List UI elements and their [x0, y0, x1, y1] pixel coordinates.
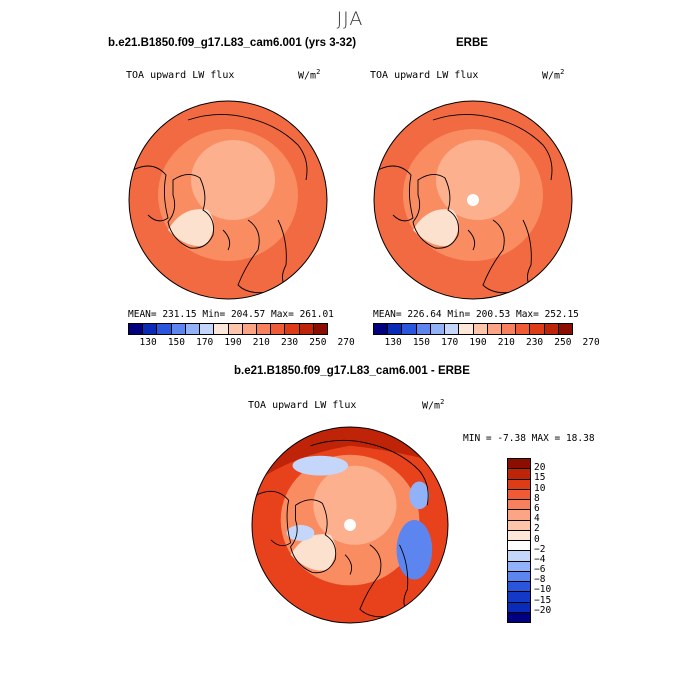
colorbar-tick-label: −6: [534, 564, 546, 576]
colorbar-swatch: [171, 324, 186, 334]
colorbar-tick-label: 10: [534, 482, 546, 494]
colorbar-swatch: [487, 324, 502, 334]
colorbar-swatch: [508, 489, 530, 500]
panel-1-colorbar-ticks: 130 150 170 190 210 230 250 270: [128, 337, 355, 349]
colorbar-tick-label: 270: [582, 337, 600, 348]
colorbar-swatch: [516, 324, 531, 334]
colorbar-swatch: [530, 324, 545, 334]
colorbar-tick-label: 230: [525, 337, 544, 348]
panel-2-colorbar: [373, 323, 573, 335]
colorbar-tick-label: 2: [534, 523, 540, 535]
colorbar-swatch: [285, 324, 300, 334]
colorbar-tick-label: −20: [534, 604, 552, 616]
colorbar-tick-label: 230: [280, 337, 299, 348]
colorbar-swatch: [508, 541, 530, 552]
colorbar-tick-label: 190: [224, 337, 242, 348]
colorbar-swatch: [299, 324, 314, 334]
colorbar-swatch: [157, 324, 172, 334]
colorbar-swatch: [508, 530, 530, 541]
colorbar-swatch: [508, 500, 530, 511]
colorbar-tick-label: 0: [534, 533, 540, 545]
panel-2-colorbar-ticks: 130 150 170 190 210 230 250 270: [373, 337, 600, 349]
panel-2-map: [373, 100, 573, 300]
colorbar-tick-label: 8: [534, 492, 540, 504]
colorbar-swatch: [256, 324, 272, 334]
colorbar-tick-label: −10: [534, 584, 552, 596]
panel-1-stats: MEAN= 231.15 Min= 204.57 Max= 261.01: [128, 309, 334, 320]
colorbar-swatch: [129, 324, 144, 334]
colorbar-tick-label: 130: [139, 337, 157, 348]
colorbar-tick-label: 170: [196, 337, 214, 348]
panel-3-colorbar-ticks: 20 15 10 8 6 4 2 0 −2 −4 −6 −8 −10 −15 −20: [534, 458, 574, 621]
panel-1-units: W/m2: [298, 68, 321, 82]
colorbar-swatch: [508, 469, 530, 480]
colorbar-swatch: [508, 612, 530, 622]
colorbar-tick-label: −4: [534, 553, 546, 565]
colorbar-swatch: [544, 324, 559, 334]
colorbar-swatch: [508, 459, 530, 470]
colorbar-swatch: [416, 324, 431, 334]
panel-3-map: [251, 426, 449, 624]
colorbar-swatch: [185, 324, 201, 334]
colorbar-swatch: [271, 324, 286, 334]
colorbar-tick-label: 4: [534, 513, 540, 525]
colorbar-swatch: [200, 324, 215, 334]
panel-1-title: b.e21.B1850.f09_g17.L83_cam6.001 (yrs 3-…: [108, 37, 357, 49]
colorbar-tick-label: 210: [497, 337, 515, 348]
colorbar-swatch: [508, 510, 530, 521]
colorbar-tick-label: −2: [534, 543, 546, 555]
colorbar-swatch: [214, 324, 229, 334]
colorbar-tick-label: 210: [252, 337, 270, 348]
panel-1-variable: TOA upward LW flux: [126, 70, 235, 81]
panel-3-colorbar: [507, 458, 531, 623]
colorbar-swatch: [445, 324, 460, 334]
colorbar-swatch: [374, 324, 389, 334]
colorbar-tick-label: 15: [534, 472, 546, 484]
colorbar-tick-label: −15: [534, 594, 552, 606]
colorbar-tick-label: 270: [337, 337, 355, 348]
colorbar-tick-label: 6: [534, 502, 540, 514]
colorbar-tick-label: 250: [309, 337, 327, 348]
panel-3-stats: MIN = -7.38 MAX = 18.38: [463, 433, 595, 444]
colorbar-swatch: [501, 324, 517, 334]
colorbar-swatch: [508, 520, 530, 531]
colorbar-swatch: [473, 324, 488, 334]
colorbar-swatch: [388, 324, 403, 334]
panel-2-stats: MEAN= 226.64 Min= 200.53 Max= 252.15: [373, 309, 579, 320]
panel-1-map: [128, 100, 328, 300]
colorbar-swatch: [228, 324, 243, 334]
panel-3-variable: TOA upward LW flux: [248, 400, 357, 411]
panel-2-variable: TOA upward LW flux: [370, 70, 479, 81]
colorbar-tick-label: 150: [412, 337, 431, 348]
colorbar-tick-label: 20: [534, 462, 546, 474]
colorbar-swatch: [313, 324, 328, 334]
panel-3-title: b.e21.B1850.f09_g17.L83_cam6.001 - ERBE: [234, 365, 470, 377]
panel-2-title: ERBE: [456, 37, 488, 49]
colorbar-swatch: [508, 602, 530, 613]
colorbar-tick-label: 130: [384, 337, 402, 348]
panel-1-colorbar: [128, 323, 328, 335]
colorbar-swatch: [402, 324, 417, 334]
colorbar-swatch: [508, 551, 530, 562]
colorbar-swatch: [508, 571, 530, 582]
colorbar-swatch: [508, 561, 530, 572]
colorbar-tick-label: 250: [554, 337, 572, 348]
colorbar-tick-label: 170: [441, 337, 459, 348]
colorbar-tick-label: 150: [167, 337, 186, 348]
colorbar-swatch: [242, 324, 257, 334]
colorbar-swatch: [143, 324, 158, 334]
colorbar-swatch: [508, 582, 530, 593]
panel-3-units: W/m2: [422, 398, 445, 412]
colorbar-swatch: [508, 479, 530, 490]
panel-2-units: W/m2: [542, 68, 565, 82]
colorbar-swatch: [558, 324, 573, 334]
colorbar-swatch: [508, 592, 530, 603]
colorbar-swatch: [459, 324, 474, 334]
colorbar-swatch: [430, 324, 446, 334]
figure-title: JJA: [336, 8, 364, 30]
colorbar-tick-label: −8: [534, 574, 546, 586]
colorbar-tick-label: 190: [469, 337, 487, 348]
